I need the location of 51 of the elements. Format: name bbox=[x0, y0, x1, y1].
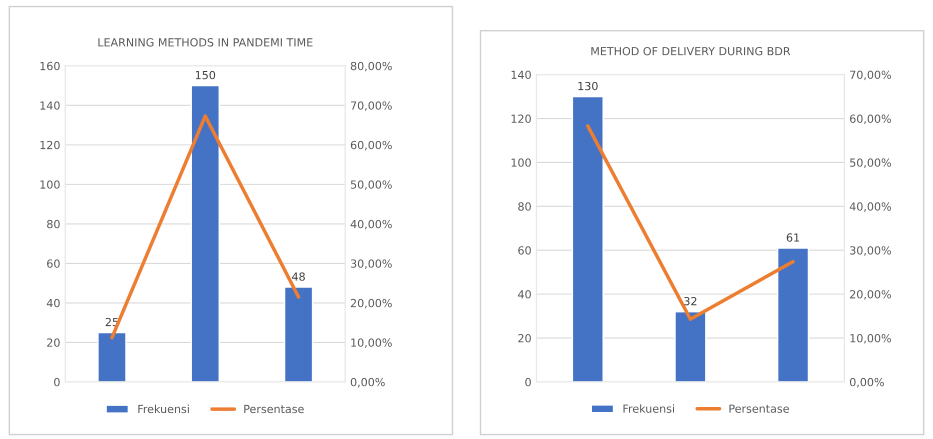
legend-label: Frekuensi bbox=[624, 404, 674, 413]
chart-title: LEARNING METHODS IN PANDEMI TIME bbox=[98, 38, 312, 47]
data-label: 150 bbox=[196, 70, 216, 80]
y2-tick-label: 80,00% bbox=[350, 62, 392, 72]
y2-tick-label: 10,00% bbox=[351, 338, 392, 348]
data-label: 130 bbox=[578, 82, 598, 90]
y2-tick-label: 10,00% bbox=[850, 334, 891, 344]
y2-tick-label: 30,00% bbox=[850, 246, 891, 256]
y2-tick-label: 40,00% bbox=[850, 202, 891, 212]
y-tick-label: 160 bbox=[40, 62, 60, 70]
y-tick-label: 60 bbox=[47, 259, 60, 268]
bar bbox=[572, 96, 604, 382]
y2-tick-label: 0,00% bbox=[850, 378, 884, 388]
y-tick-label: 0 bbox=[54, 378, 60, 386]
legend-label: Persentase bbox=[729, 404, 789, 413]
y-tick-label: 100 bbox=[40, 180, 60, 189]
y2-tick-label: 0,00% bbox=[350, 378, 385, 388]
y-tick-label: 20 bbox=[518, 334, 531, 342]
y-tick-label: 120 bbox=[40, 140, 60, 150]
y-tick-label: 100 bbox=[512, 158, 531, 167]
data-label: 32 bbox=[684, 296, 696, 306]
y2-tick-label: 60,00% bbox=[350, 140, 392, 150]
bar bbox=[674, 310, 707, 382]
y-tick-label: 140 bbox=[40, 101, 60, 110]
y-tick-label: 60 bbox=[518, 246, 531, 255]
bar bbox=[284, 286, 314, 382]
y-tick-label: 140 bbox=[512, 70, 531, 80]
y-tick-label: 80 bbox=[518, 202, 531, 211]
data-label: 61 bbox=[786, 233, 800, 242]
legend-label: Persentase bbox=[244, 404, 304, 414]
bar bbox=[776, 247, 810, 382]
bar bbox=[97, 332, 127, 382]
y-tick-label: 40 bbox=[46, 298, 60, 308]
chart-title: METHOD OF DELIVERY DURING BDR bbox=[591, 46, 790, 56]
y2-tick-label: 60,00% bbox=[850, 114, 891, 124]
y2-tick-label: 40,00% bbox=[350, 220, 392, 230]
legend-label: Frekuensi bbox=[138, 404, 189, 414]
y2-tick-label: 20,00% bbox=[850, 290, 891, 300]
y-tick-label: 20 bbox=[47, 338, 60, 347]
y2-tick-label: 70,00% bbox=[350, 101, 392, 111]
y-tick-label: 40 bbox=[518, 290, 531, 299]
data-label: 48 bbox=[292, 272, 305, 281]
y-tick-label: 0 bbox=[525, 378, 531, 386]
y-tick-label: 80 bbox=[47, 220, 60, 228]
bar bbox=[190, 84, 220, 382]
y-tick-label: 120 bbox=[512, 114, 531, 123]
y2-tick-label: 20,00% bbox=[350, 298, 392, 308]
y2-tick-label: 30,00% bbox=[350, 259, 392, 269]
y2-tick-label: 70,00% bbox=[850, 70, 891, 80]
y2-tick-label: 50,00% bbox=[850, 158, 891, 168]
y2-tick-label: 50,00% bbox=[350, 180, 392, 190]
